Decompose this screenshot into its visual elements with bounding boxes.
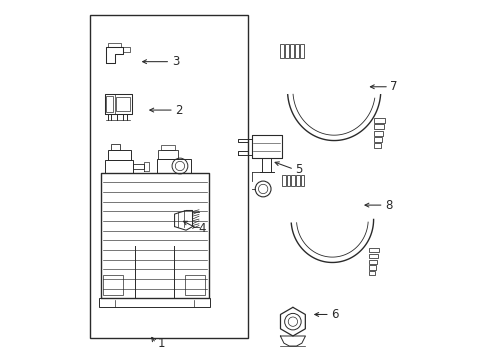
- Bar: [290, 44, 294, 58]
- Bar: [156, 159, 190, 173]
- Bar: [158, 150, 178, 159]
- Bar: [102, 275, 122, 295]
- Bar: [107, 150, 131, 160]
- Bar: [300, 175, 304, 186]
- Bar: [111, 144, 120, 150]
- Text: 3: 3: [171, 55, 179, 68]
- Bar: [300, 44, 304, 58]
- Bar: [373, 118, 384, 123]
- Bar: [368, 248, 378, 252]
- Text: 1: 1: [157, 337, 164, 350]
- Bar: [104, 160, 133, 173]
- Bar: [373, 143, 380, 148]
- Text: 2: 2: [175, 104, 183, 117]
- Bar: [282, 175, 285, 186]
- Bar: [295, 44, 299, 58]
- Bar: [373, 131, 382, 135]
- Bar: [373, 124, 383, 129]
- Bar: [368, 265, 375, 270]
- Text: 8: 8: [384, 199, 392, 212]
- Bar: [90, 15, 247, 338]
- Bar: [99, 298, 210, 307]
- Bar: [291, 175, 294, 186]
- Bar: [368, 271, 374, 275]
- Bar: [286, 175, 290, 186]
- Bar: [105, 96, 113, 112]
- Bar: [285, 44, 289, 58]
- Text: 4: 4: [198, 222, 205, 235]
- Bar: [368, 260, 376, 264]
- Bar: [108, 43, 121, 47]
- Bar: [185, 275, 204, 295]
- Text: 5: 5: [295, 163, 302, 176]
- Bar: [373, 137, 381, 142]
- Text: 7: 7: [389, 80, 397, 93]
- Text: 6: 6: [330, 308, 338, 321]
- Bar: [368, 254, 377, 258]
- Bar: [116, 97, 129, 111]
- Bar: [280, 44, 284, 58]
- Bar: [296, 175, 299, 186]
- Bar: [161, 145, 175, 150]
